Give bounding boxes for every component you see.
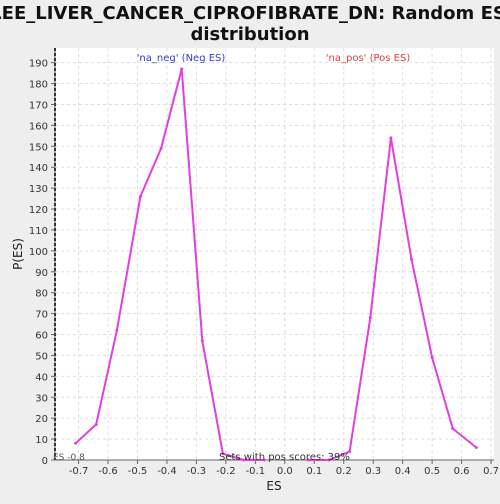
x-tick-label: 0.6 <box>454 466 470 477</box>
y-tick-label: 140 <box>29 163 48 174</box>
data-point <box>94 422 98 426</box>
data-point <box>138 194 142 198</box>
x-tick-label: 0.1 <box>306 466 322 477</box>
y-tick-label: 10 <box>35 435 48 446</box>
es-marker-label: ES -0.8 <box>53 453 85 463</box>
y-tick-label: 170 <box>29 100 48 111</box>
y-axis-label: P(ES) <box>11 238 25 270</box>
x-tick-label: -0.5 <box>128 466 148 477</box>
x-axis-label: ES <box>266 479 281 493</box>
y-tick-label: 130 <box>29 184 48 195</box>
x-tick-label: 0.3 <box>365 466 381 477</box>
y-tick-label: 100 <box>29 247 48 258</box>
x-tick-label: 0.4 <box>395 466 411 477</box>
y-tick-label: 190 <box>29 59 48 70</box>
y-tick-label: 30 <box>35 393 48 404</box>
data-point <box>262 458 266 462</box>
x-tick-label: -0.3 <box>187 466 207 477</box>
data-point <box>159 146 163 150</box>
data-point <box>451 427 455 431</box>
x-tick-label: -0.1 <box>246 466 266 477</box>
data-point <box>115 328 119 332</box>
data-point <box>200 339 204 343</box>
plot-area <box>55 48 494 460</box>
y-tick-label: 120 <box>29 205 48 216</box>
axes <box>54 48 494 461</box>
pos-scores-text: Sets with pos scores: 39% <box>219 452 350 463</box>
grid-lines <box>55 48 494 461</box>
data-point <box>221 452 225 456</box>
y-tick-label: 70 <box>35 310 48 321</box>
distribution-line <box>74 67 265 461</box>
x-tick-label: 0.5 <box>424 466 440 477</box>
data-point <box>180 67 184 71</box>
data-point <box>348 450 352 454</box>
data-point <box>389 136 393 140</box>
y-tick-label: 160 <box>29 121 48 132</box>
x-tick-label: -0.7 <box>69 466 89 477</box>
y-tick-label: 20 <box>35 414 48 425</box>
x-tick-label: -0.4 <box>157 466 177 477</box>
y-tick-label: 180 <box>29 80 48 91</box>
y-tick-label: 90 <box>35 268 48 279</box>
x-tick-label: -0.6 <box>98 466 118 477</box>
data-point <box>410 257 414 261</box>
data-series <box>74 67 478 462</box>
x-tick-label: -0.2 <box>216 466 236 477</box>
chart-title-line2: distribution <box>190 24 309 45</box>
tick-labels: 0 10 20 30 40 50 60 70 80 90 100 110 120 130 140 150 160… <box>29 59 499 477</box>
y-tick-label: 110 <box>29 226 48 237</box>
y-tick-label: 150 <box>29 142 48 153</box>
x-tick-label: 0.2 <box>336 466 352 477</box>
data-point <box>242 458 246 462</box>
data-point <box>368 316 372 320</box>
x-tick-label: 0.7 <box>483 466 499 477</box>
y-tick-label: 0 <box>42 456 48 467</box>
data-point <box>74 441 78 445</box>
data-point <box>306 458 310 462</box>
chart-title-line1: LEE_LIVER_CANCER_CIPROFIBRATE_DN: Random… <box>0 3 500 24</box>
data-point <box>474 445 478 449</box>
y-tick-label: 80 <box>35 289 48 300</box>
x-tick-label: 0.0 <box>277 466 293 477</box>
data-point <box>327 458 331 462</box>
pos-es-label: 'na_pos' (Pos ES) <box>326 53 411 64</box>
data-point <box>430 356 434 360</box>
y-tick-label: 40 <box>35 372 48 383</box>
y-tick-label: 50 <box>35 351 48 362</box>
y-tick-label: 60 <box>35 331 48 342</box>
neg-es-label: 'na_neg' (Neg ES) <box>137 53 226 64</box>
